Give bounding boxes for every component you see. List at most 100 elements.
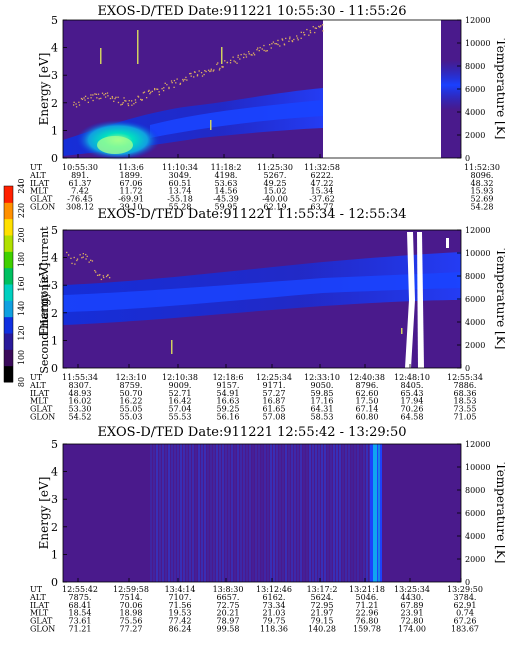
orbit-row-label: GLAT: [30, 617, 53, 626]
colorbar-swatch: [4, 267, 13, 285]
orbit-cell: 3784.: [454, 593, 477, 602]
temperature-dot: [166, 84, 168, 86]
temperature-dot: [156, 88, 158, 90]
temperature-dot: [162, 89, 165, 92]
y2-tick-label: 8000: [465, 272, 485, 281]
temperature-dot: [322, 30, 324, 32]
temperature-dot: [200, 71, 203, 74]
temperature-dot: [117, 96, 119, 98]
panel-3-streaks: [150, 444, 371, 582]
streak: [303, 444, 305, 582]
streak: [285, 444, 287, 582]
panel-1-mark: [100, 48, 102, 64]
temperature-dot: [233, 60, 235, 62]
panel-1-mark: [210, 120, 212, 130]
orbit-cell: 64.31: [311, 405, 334, 414]
orbit-cell: 13:4:14: [165, 585, 196, 594]
orbit-cell: 16.22: [120, 397, 143, 406]
temperature-dot: [90, 97, 92, 99]
panel-2-axes: 0 1 2 3 4 5 0 2000 4000 6000 8000 10000 12000 Energy …: [37, 224, 505, 375]
temperature-dot: [279, 45, 281, 47]
panel-2-white-gap: [446, 238, 449, 248]
temperature-dot: [271, 43, 273, 45]
temperature-dot: [66, 251, 68, 254]
panel-3-orbit-table: UTALTILATMLTGLATGLON12:55:427875.68.4118…: [29, 585, 483, 634]
streak: [333, 444, 335, 582]
orbit-cell: 18.54: [69, 609, 92, 618]
temperature-dot: [216, 63, 218, 66]
temperature-dot: [134, 99, 137, 101]
colorbar-swatch: [4, 235, 13, 252]
orbit-cell: 60.51: [169, 179, 192, 188]
temperature-dot: [237, 56, 239, 58]
temperature-dot: [79, 254, 81, 256]
streak: [159, 444, 161, 582]
orbit-cell: 62.91: [454, 601, 477, 610]
panel-2-blue-core: [63, 272, 461, 312]
temperature-dot: [107, 95, 109, 97]
orbit-cell: 71.21: [69, 625, 92, 634]
temperature-dot: [76, 259, 78, 262]
y-tick-label: 0: [51, 576, 58, 589]
y-axis-label: Energy [eV]: [37, 477, 51, 550]
temperature-dot: [98, 98, 100, 100]
temperature-dot: [190, 75, 192, 77]
panel-2: EXOS-D/TED Date:911221 11:55:34 - 12:55:…: [29, 207, 505, 422]
temperature-dot: [73, 256, 75, 259]
temperature-dot: [83, 97, 85, 99]
streak: [249, 444, 251, 582]
temperature-dot: [210, 68, 212, 70]
temperature-dot: [87, 97, 89, 99]
temperature-dot: [114, 97, 116, 100]
orbit-cell: 79.15: [311, 617, 334, 626]
streak: [156, 444, 158, 582]
orbit-cell: 11:55:34: [62, 373, 98, 382]
orbit-cell: 16.63: [217, 397, 240, 406]
streak: [189, 444, 191, 582]
temperature-dot: [213, 69, 215, 71]
orbit-cell: 9157.: [217, 381, 240, 390]
streak: [180, 444, 182, 582]
orbit-cell: 7886.: [454, 381, 477, 390]
streak: [354, 444, 356, 582]
y-tick-label: 0: [51, 152, 58, 165]
panel-1-right-band: [441, 60, 461, 110]
colorbar-ticks: 80 100 120 140 160 180 200 220 240: [17, 178, 26, 387]
temperature-dot: [94, 269, 96, 272]
orbit-cell: 48.93: [69, 389, 92, 398]
streak: [270, 444, 272, 582]
temperature-dot: [164, 82, 166, 84]
streak: [282, 444, 284, 582]
y-tick-label: 3: [51, 69, 58, 82]
temperature-dot: [85, 253, 87, 256]
y-tick-label: 4: [51, 42, 58, 55]
panel-1-mark: [221, 47, 223, 64]
temperature-dot: [121, 103, 123, 105]
y2-axis-label: Temperature [K]: [494, 463, 505, 564]
temperature-dot: [212, 70, 214, 72]
orbit-cell: 10:55:30: [62, 163, 98, 172]
orbit-row-label: ILAT: [30, 389, 50, 398]
temperature-dot: [226, 61, 229, 64]
streak: [261, 444, 263, 582]
temperature-dot: [203, 73, 205, 76]
temperature-dot: [82, 253, 85, 255]
orbit-cell: 19.53: [169, 609, 192, 618]
temperature-dot: [250, 54, 252, 56]
temperature-dot: [175, 82, 177, 84]
orbit-cell: 72.80: [401, 617, 424, 626]
orbit-cell: 72.75: [217, 601, 240, 610]
streak: [318, 444, 320, 582]
temperature-dot: [86, 255, 88, 258]
orbit-cell: 59.85: [311, 389, 334, 398]
temperature-dot: [95, 93, 98, 96]
y-tick-label: 2: [51, 97, 58, 110]
orbit-cell: 73.34: [263, 601, 286, 610]
colorbar-swatch: [4, 251, 13, 269]
streak: [348, 444, 350, 582]
orbit-cell: 7514.: [120, 593, 143, 602]
temperature-dot: [252, 52, 255, 54]
orbit-cell: 61.65: [263, 405, 286, 414]
colorbar-swatch: [4, 316, 13, 334]
temperature-dot: [73, 101, 75, 103]
